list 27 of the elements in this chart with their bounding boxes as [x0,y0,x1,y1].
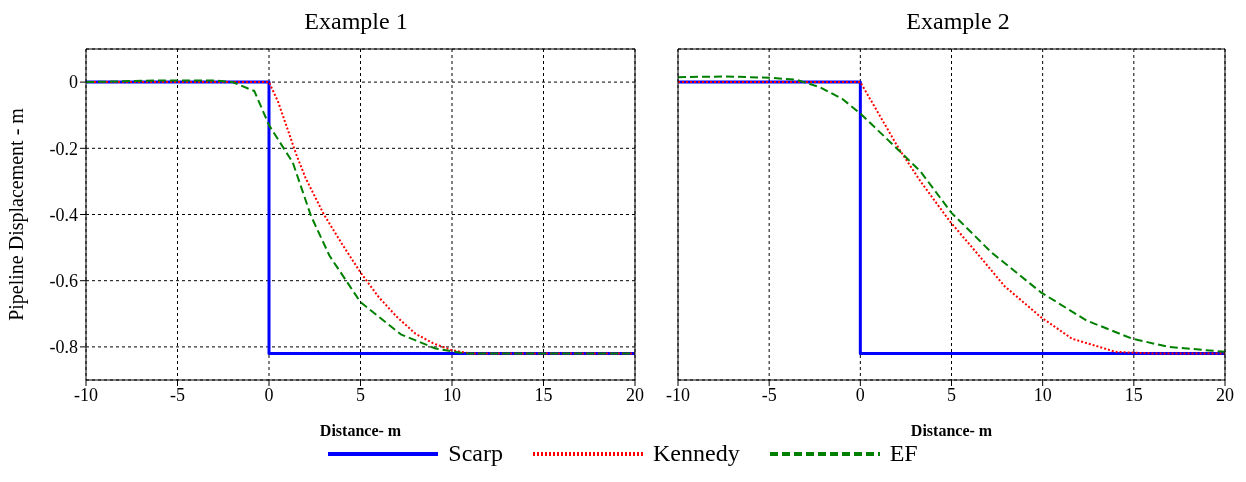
legend-label: Kennedy [653,440,740,467]
x-tick-label: 10 [443,384,461,405]
x-tick-label: 5 [356,384,365,405]
y-tick-label: 0 [69,72,78,93]
x-tick-label: -10 [666,384,690,405]
chart-title: Example 2 [905,8,1011,36]
x-tick-label: 0 [855,384,865,405]
y-tick-label: -0.4 [49,204,78,225]
x-tick-label: -10 [74,384,98,405]
x-tick-label: 20 [626,384,644,405]
y-tick-label: -0.6 [49,271,78,292]
x-tick-label: -5 [170,384,185,405]
y-tick-label: -0.8 [49,337,78,358]
chart-title: Example 1 [303,8,409,36]
x-tick-label: 15 [1124,384,1143,405]
x-tick-label: -5 [761,384,777,405]
x-axis-title: Distance- m [910,422,993,439]
x-tick-label: 10 [1033,384,1052,405]
x-tick-label: 15 [534,384,553,405]
x-tick-label: 5 [947,384,956,405]
x-axis-title: Distance- m [319,422,402,439]
legend-label: EF [889,440,918,467]
x-tick-label: 0 [264,384,274,405]
legend-label: Scarp [448,440,503,467]
x-tick-label: 20 [1216,384,1234,405]
y-axis-title: Pipeline Displacement - m [5,107,29,321]
y-tick-label: -0.2 [49,138,78,159]
